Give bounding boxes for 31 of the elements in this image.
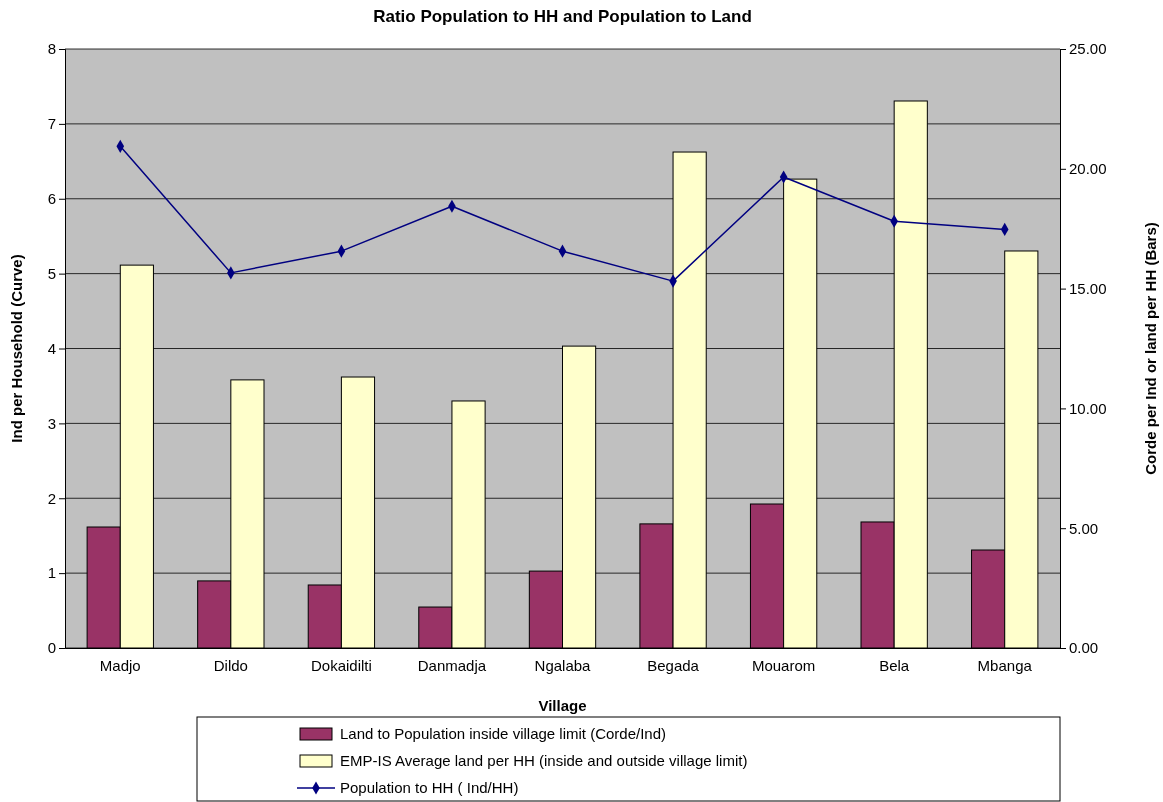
y-tick-label: 0 xyxy=(47,639,56,657)
legend-label: Population to HH ( Ind/HH) xyxy=(340,779,519,796)
y-tick-label: 3 xyxy=(47,414,56,432)
y2-tick-label: 20.00 xyxy=(1069,160,1107,178)
y2-tick-label: 10.00 xyxy=(1069,399,1107,417)
x-tick-label: Dildo xyxy=(213,656,248,674)
y2-tick-label: 5.00 xyxy=(1069,519,1099,537)
x-tick-label: Danmadja xyxy=(417,656,487,674)
x-axis-title: Village xyxy=(538,697,587,714)
x-tick-label: Begada xyxy=(647,656,700,674)
x-tick-label: Ngalaba xyxy=(534,656,592,674)
legend-label: EMP-IS Average land per HH (inside and outside village limit) xyxy=(340,752,748,769)
y-tick-label: 1 xyxy=(47,564,56,582)
x-tick-label: Mouarom xyxy=(751,656,816,674)
y-tick-label: 7 xyxy=(47,115,56,133)
x-tick-label: Dokaidilti xyxy=(310,656,372,674)
y2-axis-title: Corde per Ind or land per HH (Bars) xyxy=(1142,222,1159,475)
y-tick-label: 5 xyxy=(47,264,56,282)
y-tick-label: 2 xyxy=(47,489,56,507)
chart-title: Ratio Population to HH and Population to Land xyxy=(373,7,752,26)
legend-label: Land to Population inside village limit (Corde/Ind) xyxy=(340,725,667,742)
x-tick-label: Bela xyxy=(879,656,910,674)
y-tick-label: 8 xyxy=(47,40,56,58)
y2-tick-label: 25.00 xyxy=(1069,40,1107,58)
x-tick-label: Madjo xyxy=(99,656,141,674)
y-tick-label: 4 xyxy=(47,339,56,357)
y-axis-title: Ind per Household (Curve) xyxy=(8,254,25,443)
y2-tick-label: 0.00 xyxy=(1069,639,1099,657)
y-tick-label: 6 xyxy=(47,190,56,208)
y2-tick-label: 15.00 xyxy=(1069,279,1107,297)
x-tick-label: Mbanga xyxy=(977,656,1033,674)
